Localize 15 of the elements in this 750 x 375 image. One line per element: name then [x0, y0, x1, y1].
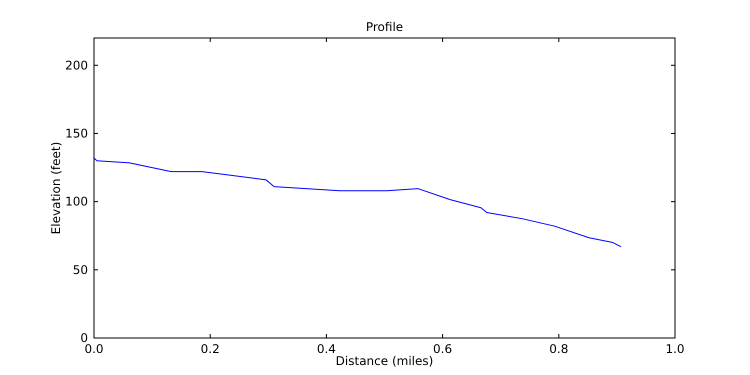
y-tick-label: 0 — [80, 331, 88, 345]
x-tick-label: 0.8 — [549, 342, 568, 356]
x-axis-title: Distance (miles) — [336, 354, 434, 368]
chart-title: Profile — [366, 20, 404, 34]
line-series — [94, 158, 622, 248]
x-tick-label: 0.0 — [84, 342, 104, 356]
y-axis-title: Elevation (feet) — [49, 142, 63, 234]
x-tick-label: 1.0 — [665, 342, 685, 356]
y-tick-label: 200 — [65, 58, 88, 72]
y-tick-label: 100 — [65, 194, 88, 209]
y-tick-label: 50 — [72, 262, 88, 277]
y-tick-label: 150 — [65, 126, 88, 140]
x-tick-label: 0.4 — [316, 342, 336, 356]
x-tick-label: 0.2 — [200, 342, 220, 356]
x-tick-label: 0.6 — [433, 342, 452, 356]
